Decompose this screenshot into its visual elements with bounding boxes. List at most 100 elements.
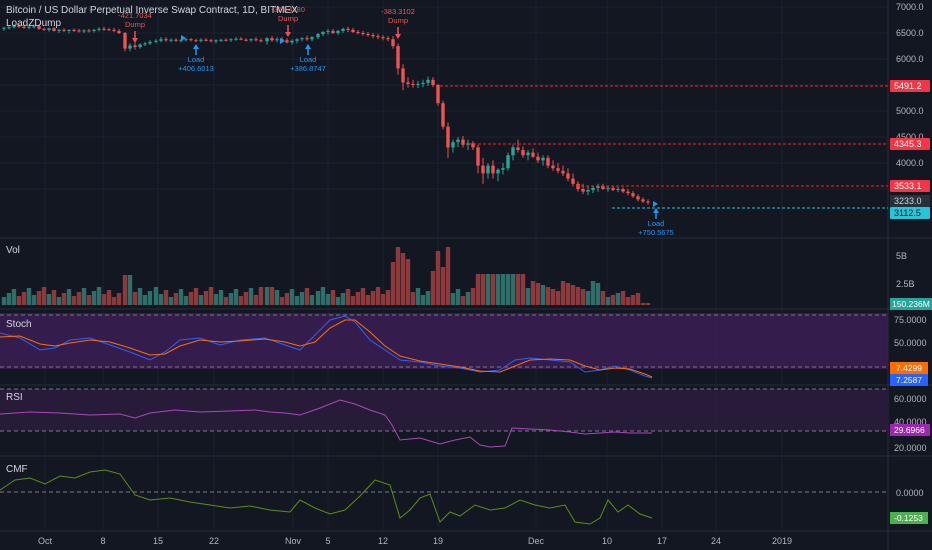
candle-body	[7, 27, 11, 29]
candle-body	[336, 30, 340, 33]
stoch-d-value: 7.4299	[896, 363, 922, 373]
candle-body	[531, 152, 535, 157]
candle-body	[516, 147, 520, 150]
time-axis-label: 2019	[772, 536, 792, 546]
volume-bar	[1, 297, 7, 305]
volume-bar	[163, 290, 169, 305]
volume-bar	[96, 287, 102, 305]
volume-bar	[173, 293, 179, 305]
volume-axis-label: 2.5B	[896, 279, 915, 289]
volume-bar	[610, 295, 616, 305]
volume-bar	[510, 274, 516, 305]
candle-body	[2, 27, 6, 29]
candle-body	[128, 45, 132, 49]
candle-body	[295, 39, 299, 41]
volume-bar	[26, 288, 32, 305]
price-tag-dark	[890, 195, 930, 207]
candle-body	[546, 157, 550, 166]
volume-pane-title: Vol	[6, 245, 20, 256]
candlestick-series[interactable]	[2, 24, 650, 205]
volume-bar	[243, 292, 249, 305]
volume-bar	[370, 291, 376, 305]
volume-bar	[525, 288, 531, 305]
volume-bar	[440, 267, 446, 305]
volume-bar	[380, 294, 386, 305]
candle-body	[366, 34, 370, 36]
volume-bar	[208, 287, 214, 305]
volume-bar	[289, 289, 295, 305]
candle-body	[300, 38, 304, 40]
volume-bar	[91, 291, 97, 305]
price-axis-label: 6000.0	[896, 54, 924, 64]
price-axis-label: 7000.0	[896, 2, 924, 12]
stoch-axis-label: 75.0000	[894, 315, 927, 325]
load-arrow-icon	[193, 44, 199, 49]
time-axis-label: 10	[602, 536, 612, 546]
price-tag-label: 5491.2	[894, 81, 922, 91]
time-axis-label: 24	[711, 536, 721, 546]
volume-bar	[590, 281, 596, 305]
candle-body	[209, 40, 213, 42]
candle-body	[616, 189, 620, 191]
volume-bar	[61, 293, 67, 305]
volume-bar	[253, 295, 259, 305]
candle-body	[234, 38, 238, 40]
cmf-axis-label: 0.0000	[896, 488, 924, 498]
candle-body	[436, 85, 440, 104]
rsi-pane-title: RSI	[6, 392, 23, 403]
volume-bar	[279, 297, 285, 305]
load-arrow-icon	[305, 44, 311, 49]
candle-body	[27, 26, 31, 28]
volume-bar	[248, 288, 254, 305]
load-label: Load	[300, 55, 317, 64]
candle-body	[37, 26, 41, 29]
volume-bar	[238, 296, 244, 305]
volume-bar	[565, 283, 571, 305]
price-axis-label: 4000.0	[896, 158, 924, 168]
time-axis-label: 19	[433, 536, 443, 546]
candle-body	[496, 169, 500, 174]
price-tag-red	[890, 138, 930, 150]
price-tag-red	[890, 80, 930, 92]
candle-body	[431, 79, 435, 85]
volume-bar	[545, 287, 551, 305]
candle-body	[194, 40, 198, 42]
candle-body	[259, 40, 263, 42]
volume-bar	[71, 296, 77, 305]
candle-body	[601, 186, 605, 189]
time-axis-label: 5	[325, 536, 330, 546]
volume-bar	[188, 292, 194, 305]
candle-body	[57, 29, 61, 31]
time-axis-label: 22	[209, 536, 219, 546]
axes: 7000.06500.06000.05500.05000.04500.04000…	[38, 2, 932, 546]
volume-bar	[400, 253, 406, 305]
candle-body	[421, 82, 425, 84]
stoch-band	[0, 313, 888, 369]
volume-bar	[304, 288, 310, 305]
volume-bar	[56, 297, 62, 305]
candle-body	[305, 38, 309, 40]
candle-body	[341, 28, 345, 31]
volume-bar	[6, 293, 12, 305]
candle-body	[411, 83, 415, 85]
time-axis-label: 15	[153, 536, 163, 546]
volume-bar	[86, 295, 92, 305]
price-axis-label: 4500.0	[896, 132, 924, 142]
volume-bar	[495, 274, 501, 305]
load-value: +406.6013	[178, 64, 214, 73]
candle-body	[386, 38, 390, 40]
volume-bar	[127, 275, 133, 305]
candle-body	[556, 168, 560, 171]
volume-bar	[66, 289, 72, 305]
cmf-line	[0, 469, 653, 525]
candle-body	[22, 26, 26, 28]
volume-last-value: 150.236M	[892, 299, 930, 309]
volume-bar	[405, 259, 411, 305]
rsi-axis-label: 40.0000	[894, 417, 927, 427]
candle-body	[310, 37, 314, 40]
candle-body	[511, 147, 515, 156]
candle-body	[356, 31, 360, 33]
candle-body	[456, 139, 460, 143]
volume-bar	[178, 289, 184, 305]
